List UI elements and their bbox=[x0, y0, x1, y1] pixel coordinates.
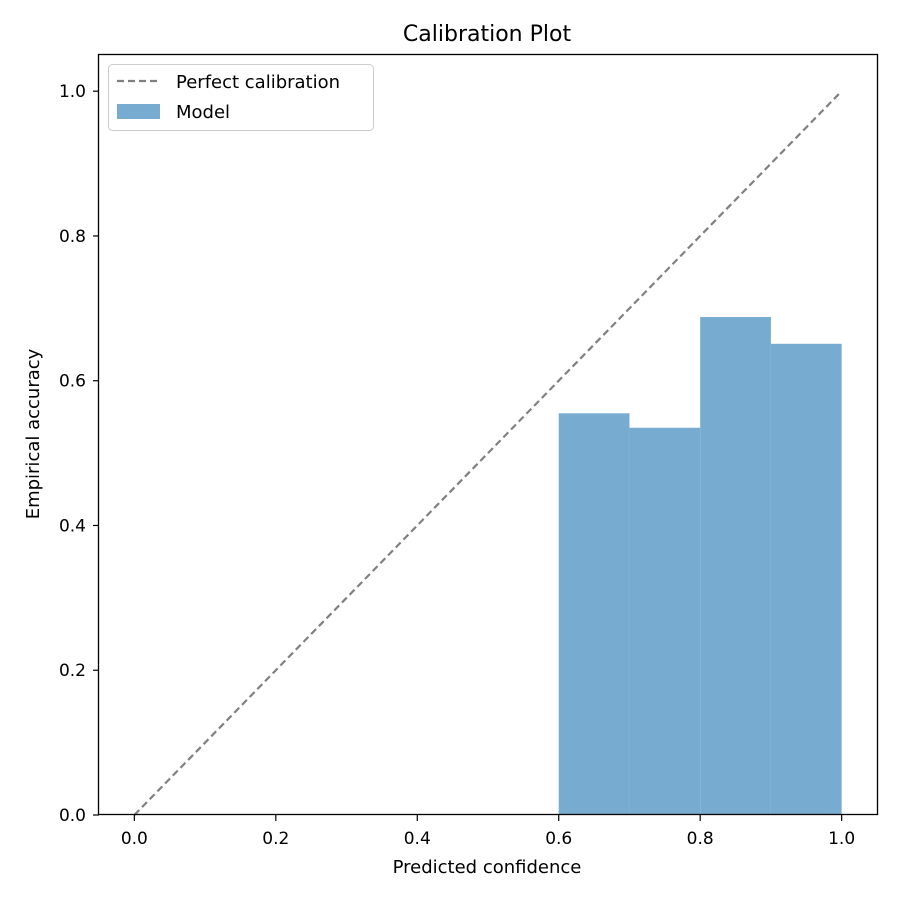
diagonal-layer bbox=[133, 90, 843, 816]
x-tick-label: 1.0 bbox=[828, 829, 855, 849]
legend-swatch-model bbox=[117, 104, 160, 119]
bar-bin-2 bbox=[629, 427, 701, 815]
bars-layer bbox=[558, 317, 842, 815]
legend-label-model: Model bbox=[176, 102, 230, 123]
x-axis-ticks: 0.0 0.2 0.4 0.6 0.8 1.0 bbox=[121, 815, 855, 849]
x-tick-label: 0.4 bbox=[404, 829, 431, 849]
x-tick-label: 0.2 bbox=[262, 829, 289, 849]
x-axis-label: Predicted confidence bbox=[393, 857, 582, 878]
y-tick-label: 1.0 bbox=[59, 82, 86, 102]
bar-bin-3 bbox=[700, 317, 771, 815]
plot-frame bbox=[97, 53, 879, 816]
y-tick-label: 0.0 bbox=[59, 806, 86, 826]
y-tick-label: 0.4 bbox=[59, 516, 86, 536]
legend-box bbox=[108, 64, 374, 131]
chart-title: Calibration Plot bbox=[403, 22, 572, 47]
y-axis-label: Empirical accuracy bbox=[23, 348, 44, 519]
y-tick-label: 0.8 bbox=[59, 227, 86, 247]
perfect-calibration-line bbox=[133, 90, 843, 816]
y-tick-label: 0.6 bbox=[59, 372, 86, 392]
x-tick-label: 0.6 bbox=[545, 829, 572, 849]
x-tick-label: 0.0 bbox=[121, 829, 148, 849]
legend: Perfect calibration Model bbox=[108, 64, 374, 131]
x-tick-label: 0.8 bbox=[687, 829, 714, 849]
y-axis-ticks: 0.0 0.2 0.4 0.6 0.8 1.0 bbox=[59, 82, 99, 826]
bar-bin-1 bbox=[558, 413, 630, 815]
bar-bin-4 bbox=[770, 343, 842, 815]
y-tick-label: 0.2 bbox=[59, 661, 86, 681]
legend-label-perfect-calibration: Perfect calibration bbox=[176, 72, 340, 93]
